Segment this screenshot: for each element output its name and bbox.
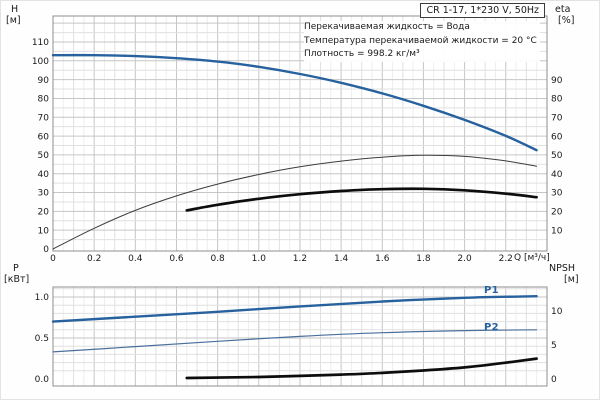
svg-text:1.6: 1.6	[375, 254, 390, 264]
svg-text:90: 90	[551, 76, 563, 86]
q-axis-label: Q [м³/ч]	[514, 253, 550, 263]
pump-model-title: CR 1-17, 1*230 V, 50Hz	[420, 3, 545, 18]
plot-frame	[52, 286, 548, 387]
curve-eta-total	[52, 154, 538, 250]
curve-p1	[51, 295, 538, 323]
svg-text:1.4: 1.4	[334, 254, 349, 264]
h-axis-label: H	[11, 4, 19, 15]
curve-h-curve	[51, 53, 538, 152]
svg-text:50: 50	[38, 151, 50, 161]
svg-text:20: 20	[38, 208, 50, 218]
svg-text:20: 20	[551, 208, 563, 218]
svg-text:2.2: 2.2	[499, 254, 513, 264]
svg-text:40: 40	[38, 170, 50, 180]
svg-text:1.2: 1.2	[293, 254, 307, 264]
svg-text:10: 10	[551, 226, 563, 236]
svg-text:5: 5	[551, 341, 557, 351]
svg-text:30: 30	[551, 189, 563, 199]
svg-text:60: 60	[38, 132, 50, 142]
h-axis-unit: [м]	[6, 15, 21, 26]
svg-text:0: 0	[50, 254, 56, 264]
svg-text:0.4: 0.4	[128, 254, 143, 264]
svg-text:1.8: 1.8	[416, 254, 431, 264]
p-axis-label: P	[13, 263, 19, 274]
svg-text:90: 90	[38, 76, 50, 86]
svg-text:30: 30	[38, 189, 50, 199]
p2-curve-label: P2	[484, 322, 499, 333]
svg-text:1.0: 1.0	[35, 293, 50, 303]
svg-text:110: 110	[32, 38, 49, 48]
info-line-liquid: Перекачиваемая жидкость = Вода	[304, 22, 470, 32]
liquid-info-block: Перекачиваемая жидкость = Вода Температу…	[304, 21, 540, 62]
plot-frame	[52, 15, 548, 252]
curve-npsh	[185, 357, 538, 380]
svg-text:80: 80	[38, 95, 50, 105]
svg-text:40: 40	[551, 170, 563, 180]
p1-curve-label: P1	[484, 285, 499, 296]
tick-labels: 0 10 20 30 40 50 60 70 80 90 100 110 10 20 30 40 50 60 70 8…	[32, 38, 563, 264]
series-curves	[51, 295, 538, 380]
svg-text:10: 10	[38, 226, 50, 236]
info-line-density: Плотность = 998.2 кг/м³	[304, 49, 420, 59]
svg-text:10: 10	[551, 307, 563, 317]
npsh-axis-label: NPSH	[549, 263, 576, 274]
chart-power-npsh-vs-flow: 0.0 0.5 1.0 0 5 10	[35, 286, 563, 387]
npsh-axis-unit: [м]	[564, 274, 579, 285]
svg-text:100: 100	[32, 57, 49, 67]
svg-text:70: 70	[38, 113, 50, 123]
svg-text:80: 80	[551, 95, 563, 105]
eta-axis-label: eta	[555, 4, 571, 15]
svg-text:0.8: 0.8	[210, 254, 225, 264]
series-curves	[51, 53, 538, 250]
svg-text:2.0: 2.0	[457, 254, 472, 264]
curve-eta-pump	[185, 187, 538, 212]
info-line-temperature: Температура перекачиваемой жидкости = 20…	[304, 35, 537, 46]
svg-text:0: 0	[43, 245, 49, 255]
svg-text:70: 70	[551, 113, 563, 123]
svg-text:0.6: 0.6	[169, 254, 184, 264]
svg-text:0.2: 0.2	[87, 254, 101, 264]
p-axis-unit: [кВт]	[4, 274, 30, 285]
svg-text:50: 50	[551, 151, 563, 161]
curve-p2	[52, 329, 538, 353]
svg-text:0.0: 0.0	[35, 375, 50, 385]
eta-axis-unit: [%]	[558, 15, 575, 26]
svg-text:1.0: 1.0	[252, 254, 267, 264]
svg-text:0: 0	[551, 375, 557, 385]
tick-labels: 0.0 0.5 1.0 0 5 10	[35, 293, 563, 385]
svg-text:0.5: 0.5	[35, 334, 49, 344]
svg-text:60: 60	[551, 132, 563, 142]
